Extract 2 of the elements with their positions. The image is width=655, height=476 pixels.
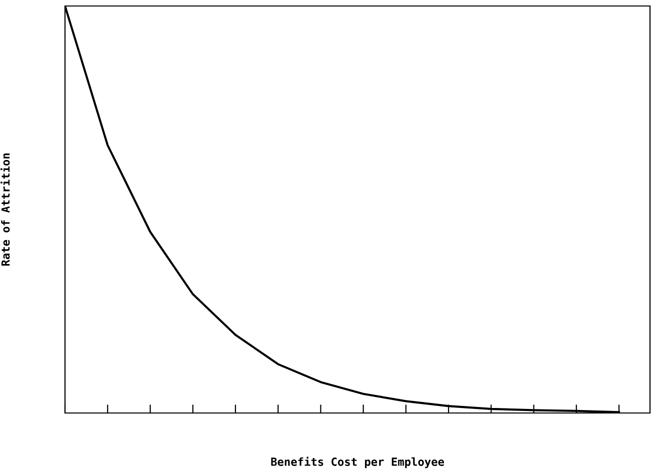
x-axis-title: Benefits Cost per Employee <box>271 456 444 468</box>
y-axis-title: Rate of Attrition <box>0 154 10 266</box>
